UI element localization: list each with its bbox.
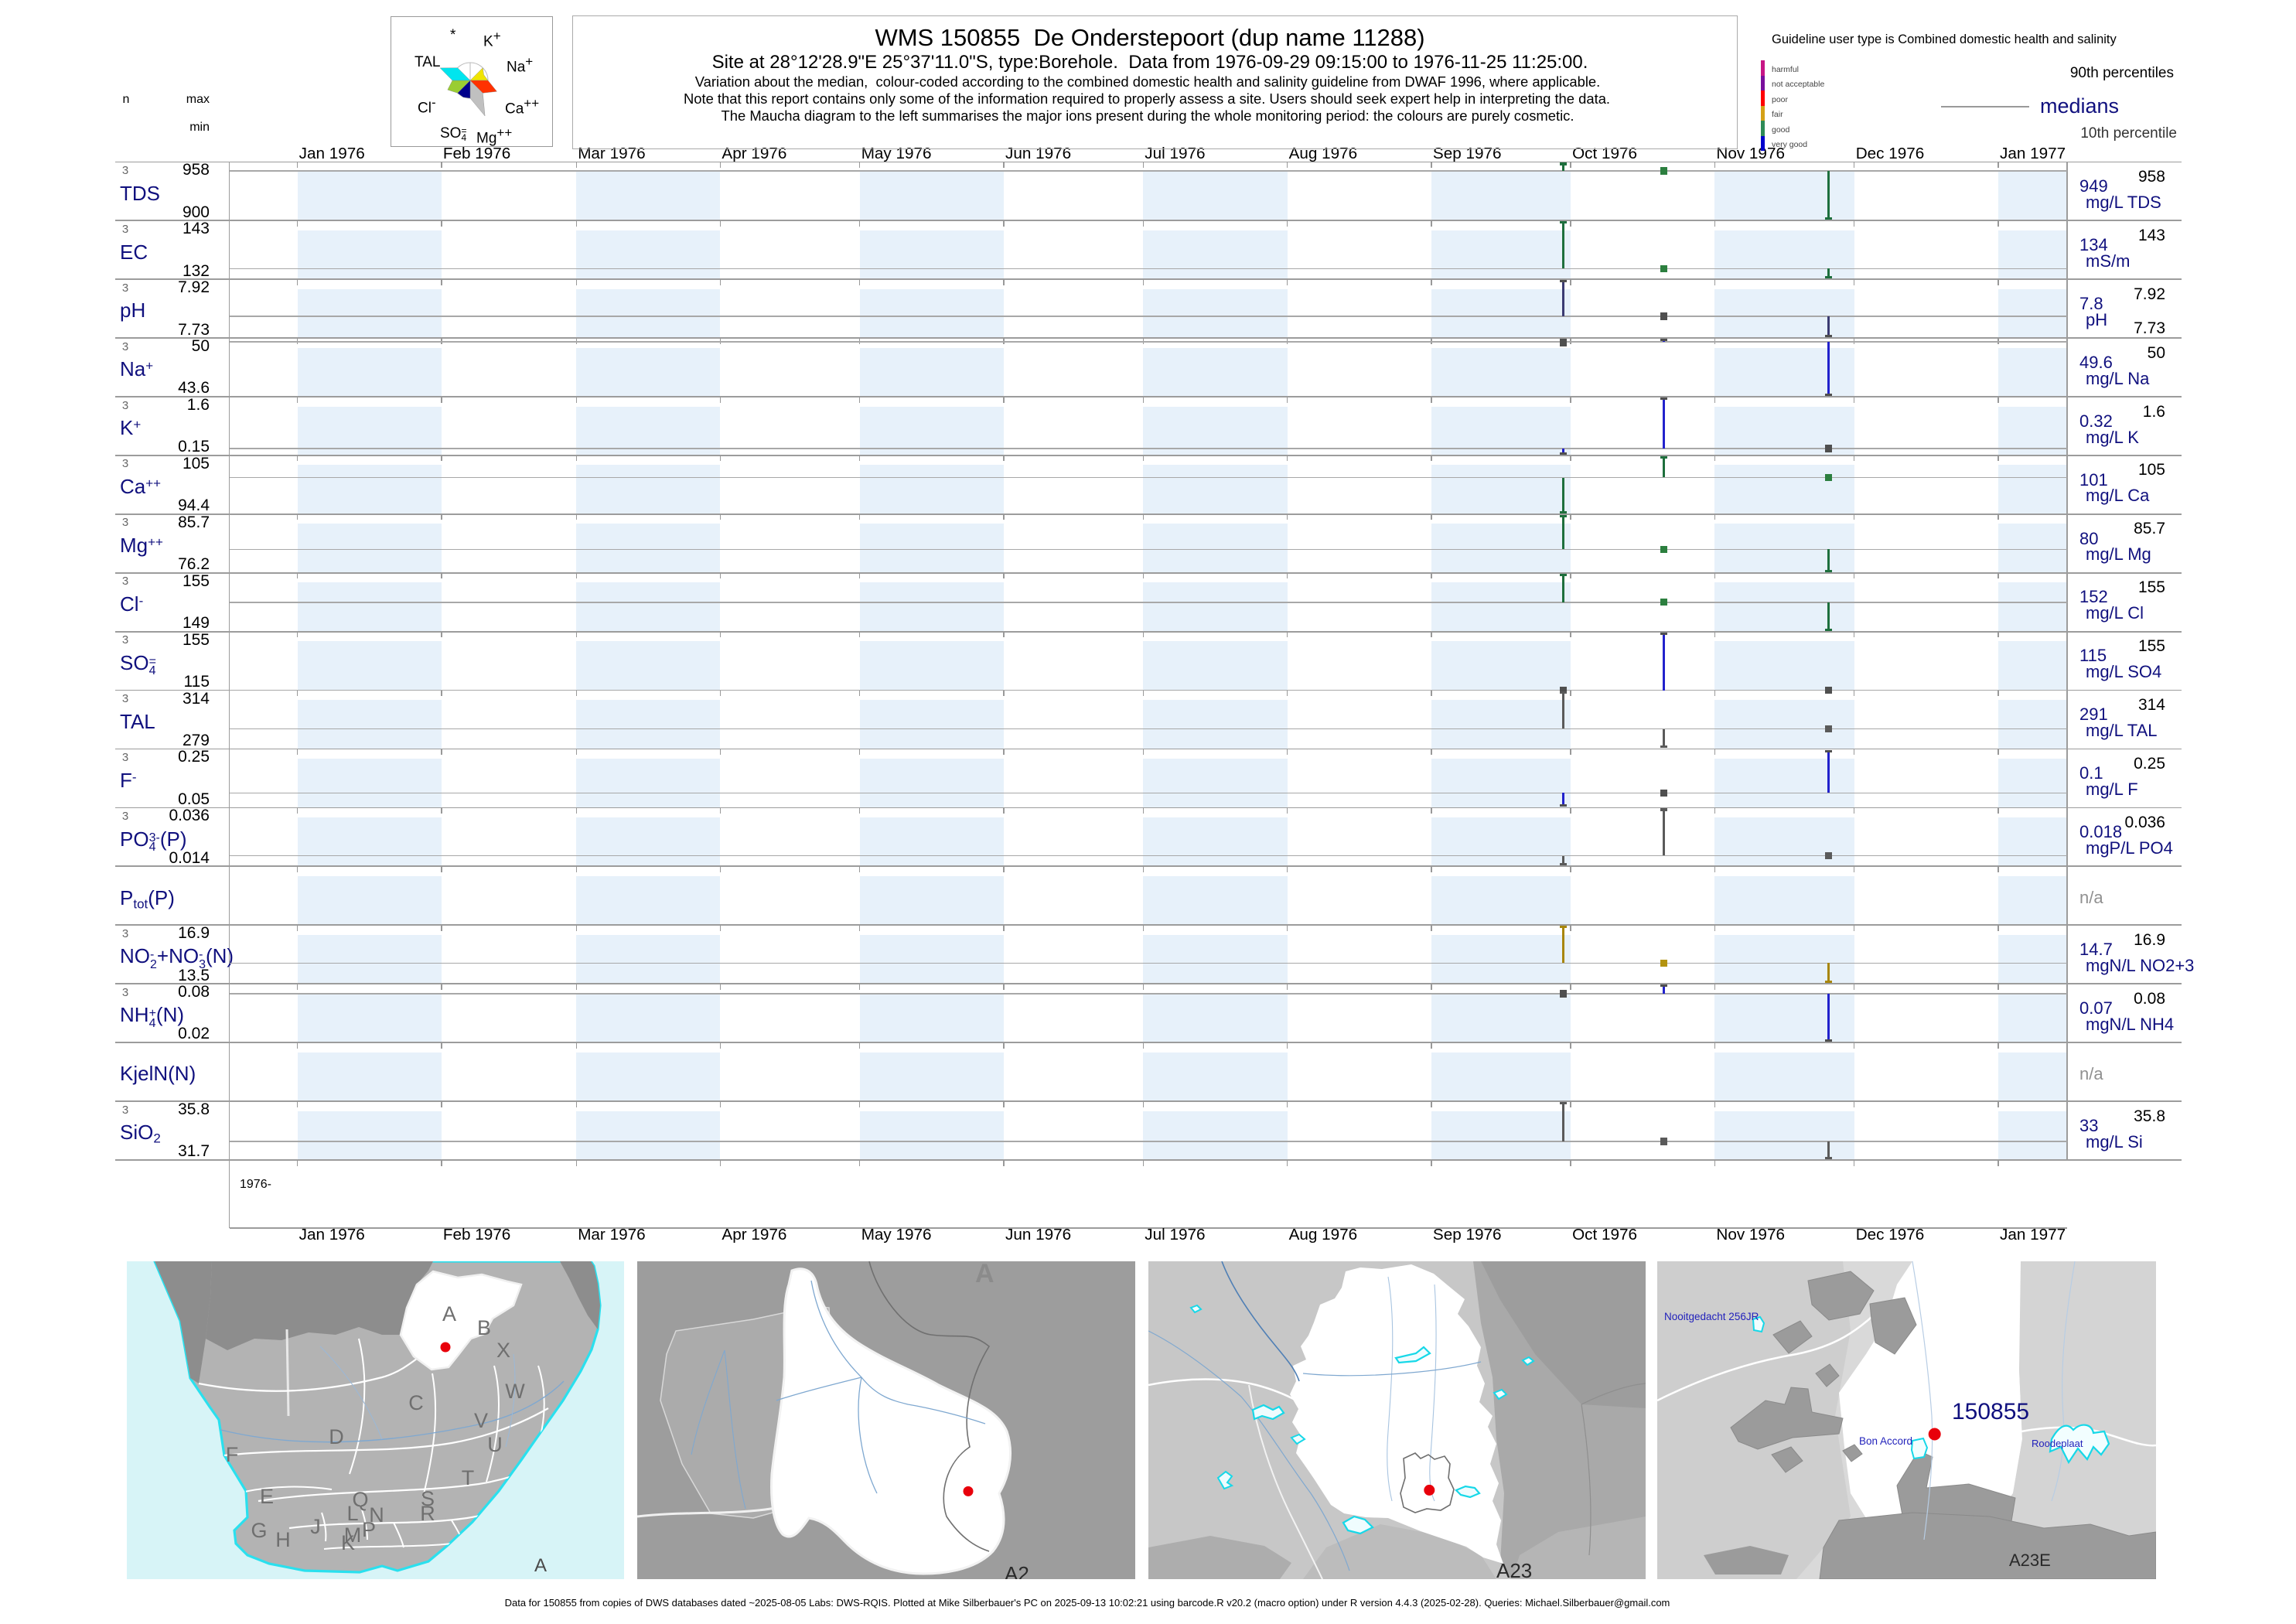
svg-text:G: G xyxy=(251,1519,267,1542)
svg-text:U: U xyxy=(487,1433,503,1456)
svg-text:T: T xyxy=(462,1466,475,1489)
svg-text:W: W xyxy=(505,1380,525,1403)
svg-text:A: A xyxy=(534,1555,547,1576)
svg-text:X: X xyxy=(496,1339,510,1362)
svg-text:K: K xyxy=(341,1531,355,1554)
svg-text:L: L xyxy=(346,1502,358,1525)
svg-text:B: B xyxy=(477,1316,491,1339)
svg-text:V: V xyxy=(474,1409,488,1432)
svg-text:A2: A2 xyxy=(1005,1562,1029,1579)
svg-text:F: F xyxy=(226,1443,239,1466)
svg-text:A: A xyxy=(442,1302,456,1325)
svg-text:Q: Q xyxy=(352,1488,368,1511)
svg-text:A: A xyxy=(975,1261,994,1288)
svg-text:D: D xyxy=(329,1425,344,1448)
svg-text:P: P xyxy=(362,1518,376,1541)
svg-text:A23: A23 xyxy=(1496,1559,1532,1579)
svg-text:M: M xyxy=(344,1523,362,1547)
svg-text:S: S xyxy=(421,1487,435,1510)
svg-text:E: E xyxy=(260,1485,274,1508)
svg-text:R: R xyxy=(420,1502,435,1525)
svg-text:J: J xyxy=(310,1515,321,1538)
svg-text:H: H xyxy=(275,1528,291,1551)
svg-text:C: C xyxy=(408,1391,424,1414)
svg-text:N: N xyxy=(369,1503,384,1527)
